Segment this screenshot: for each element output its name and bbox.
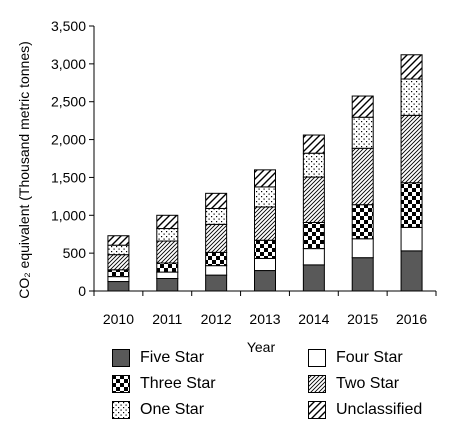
legend-swatch [112, 375, 130, 393]
legend-item-unclassified: Unclassified [308, 398, 422, 422]
legend-swatch [308, 401, 326, 419]
x-tick-label: 2013 [249, 311, 280, 327]
y-tick-label: 0 [78, 283, 86, 299]
legend-label: Two Star [336, 375, 400, 392]
legend-swatch [112, 401, 130, 419]
bar-segment-five-star-2014 [302, 264, 325, 292]
bar-segment-three-star-2013 [254, 239, 276, 259]
bar-segment-unclassified-2013 [254, 169, 276, 188]
bar-segment-unclassified-2016 [400, 54, 423, 80]
legend-item-four-star: Four Star [308, 346, 403, 370]
y-axis-label: CO₂ equivalent (Thousand metric tonnes) [16, 41, 32, 299]
bar-segment-four-star-2012 [205, 265, 228, 276]
bar-segment-unclassified-2014 [302, 134, 325, 154]
bar-segment-unclassified-2011 [156, 214, 179, 230]
bar-segment-one-star-2011 [156, 228, 179, 242]
y-tick-label: 1,000 [51, 207, 86, 223]
bar-segment-two-star-2014 [302, 176, 325, 223]
bar-segment-two-star-2016 [400, 114, 423, 184]
legend-item-three-star: Three Star [112, 372, 216, 396]
bar-segment-four-star-2014 [302, 248, 325, 266]
bar-segment-three-star-2014 [302, 221, 325, 250]
bar-segment-three-star-2011 [156, 262, 179, 273]
x-axis-label: Year [247, 339, 276, 355]
bar-segment-four-star-2013 [254, 257, 276, 272]
bar-segment-unclassified-2015 [351, 95, 374, 118]
bar-segment-five-star-2012 [205, 274, 228, 292]
bar-segment-two-star-2013 [254, 206, 276, 241]
x-tick-label: 2014 [298, 311, 329, 327]
bar-segment-one-star-2010 [107, 244, 130, 256]
bar-segment-five-star-2010 [107, 281, 130, 292]
legend-label: Four Star [336, 349, 403, 366]
y-tick-label: 1,500 [51, 169, 86, 185]
y-tick-label: 500 [63, 245, 87, 261]
bar-segment-two-star-2012 [205, 223, 228, 253]
bar-segment-unclassified-2010 [107, 235, 130, 246]
bar-segment-one-star-2014 [302, 152, 325, 178]
bar-segment-five-star-2015 [351, 257, 374, 292]
x-tick-label: 2012 [201, 311, 232, 327]
legend-item-one-star: One Star [112, 398, 204, 422]
legend-label: Five Star [140, 349, 205, 366]
bar-segment-three-star-2016 [400, 182, 423, 228]
x-tick-label: 2016 [396, 311, 427, 327]
bar-segment-one-star-2015 [351, 116, 374, 149]
legend-label: One Star [140, 401, 205, 418]
legend-item-two-star: Two Star [308, 372, 399, 396]
bar-segment-unclassified-2012 [205, 192, 228, 209]
bar-segment-five-star-2013 [254, 270, 276, 292]
y-tick-label: 3,500 [51, 18, 86, 34]
bar-segment-one-star-2012 [205, 207, 228, 225]
bar-segment-three-star-2012 [205, 251, 228, 267]
legend-label: Three Star [140, 375, 216, 392]
bar-segment-one-star-2016 [400, 78, 423, 116]
legend-swatch [308, 375, 326, 393]
x-tick-label: 2015 [347, 311, 378, 327]
bar-segment-five-star-2016 [400, 250, 423, 292]
bar-segment-one-star-2013 [254, 186, 276, 208]
bar-segment-three-star-2015 [351, 204, 374, 240]
y-tick-label: 3,000 [51, 56, 86, 72]
x-tick-label: 2010 [103, 311, 134, 327]
bar-segment-two-star-2015 [351, 147, 374, 206]
legend-label: Unclassified [336, 401, 423, 418]
bars-layer [107, 54, 423, 292]
y-tick-label: 2,000 [51, 132, 86, 148]
axes-layer: 0 500 1,000 1,500 2,000 2,500 3,000 3,500 2010 20… [51, 18, 437, 327]
bar-segment-four-star-2011 [156, 271, 179, 280]
legend-swatch [308, 349, 326, 367]
legend-item-five-star: Five Star [112, 346, 204, 370]
bar-segment-two-star-2011 [156, 240, 179, 264]
x-tick-label: 2011 [152, 311, 182, 327]
y-tick-label: 2,500 [51, 94, 86, 110]
bar-segment-four-star-2015 [351, 238, 374, 259]
bar-segment-two-star-2010 [107, 254, 130, 271]
legend-swatch [112, 349, 130, 367]
bar-segment-four-star-2010 [107, 276, 130, 283]
legend: Five Star Four Star Three Star Two Star One … [112, 346, 442, 426]
bar-segment-four-star-2016 [400, 226, 423, 252]
bar-segment-five-star-2011 [156, 278, 179, 292]
bar-segment-three-star-2010 [107, 269, 130, 278]
